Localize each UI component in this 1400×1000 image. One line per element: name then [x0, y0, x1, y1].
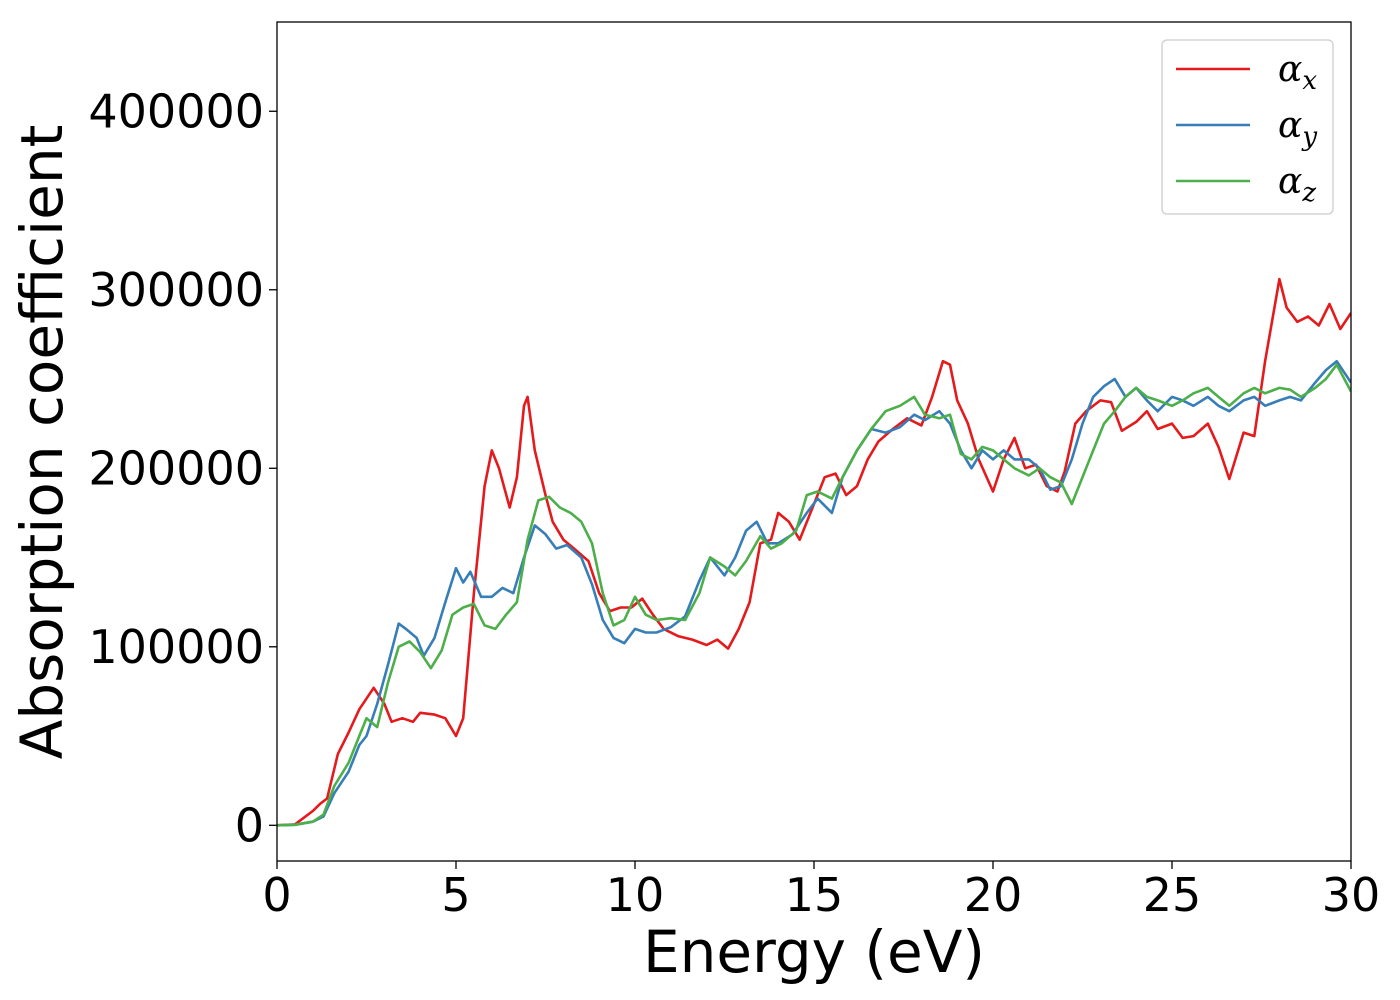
series-line-z — [277, 363, 1351, 827]
legend-label-x: αx — [1278, 49, 1317, 96]
x-tick-label: 5 — [441, 868, 470, 922]
x-axis-ticks: 0 5 10 15 20 25 30 — [262, 861, 1380, 922]
x-tick-label: 25 — [1143, 868, 1202, 922]
x-tick-label: 20 — [964, 868, 1023, 922]
legend-label-y: αy — [1278, 105, 1317, 152]
legend: αx αy αz — [1161, 39, 1334, 215]
y-tick-label: 200000 — [88, 441, 264, 495]
series-layer — [277, 277, 1351, 827]
y-tick-label: 400000 — [88, 84, 264, 138]
x-tick-label: 0 — [262, 868, 291, 922]
x-tick-label: 15 — [785, 868, 844, 922]
y-tick-label: 300000 — [88, 263, 264, 317]
y-tick-label: 0 — [235, 798, 264, 852]
y-tick-label: 100000 — [88, 620, 264, 674]
x-axis-title: Energy (eV) — [643, 918, 985, 986]
legend-box — [1161, 39, 1334, 215]
legend-label-z: αz — [1278, 161, 1316, 208]
x-tick-label: 10 — [606, 868, 665, 922]
y-axis-title: Absorption coefficient — [8, 125, 76, 760]
y-axis-ticks: 0 100000 200000 300000 400000 — [88, 84, 277, 852]
x-tick-label: 30 — [1322, 868, 1381, 922]
